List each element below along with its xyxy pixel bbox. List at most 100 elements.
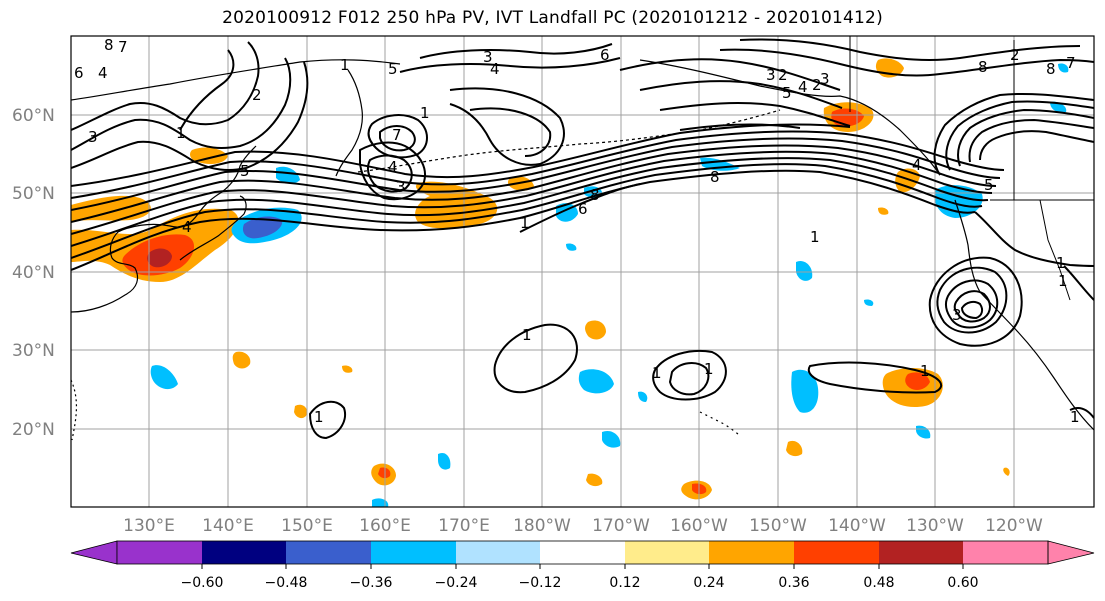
philippines-islands [71,379,77,441]
pv-contours [71,38,1094,440]
contour-label: 1 [810,228,820,246]
pv-contour [71,137,1001,211]
negative-anomaly [276,166,300,184]
colorbar-segment [625,541,709,564]
pv-contour [71,144,997,223]
contour-label: 1 [520,214,530,232]
japan-coast [179,195,247,261]
positive-anomaly [878,207,889,215]
contour-label: 8 [1046,60,1056,78]
pv-contour [71,163,983,259]
contour-label: 2 [812,76,822,94]
colorbar-segment [286,541,371,564]
contour-label: 5 [782,84,792,102]
pv-contour [668,362,710,396]
positive-anomaly [585,320,606,340]
contour-label: 2 [778,66,788,84]
colorbar-extend-low [70,540,118,565]
contour-label: 2 [252,86,262,104]
political-borders [849,36,1094,301]
colorbar-tick-label: 0.36 [778,575,809,591]
graticule [71,36,1094,507]
contour-label: 8 [104,36,114,54]
pv-contour [71,130,1005,199]
negative-anomaly [566,243,577,251]
contour-label: 6 [578,200,588,218]
negative-anomaly [1058,63,1069,73]
contour-label: 1 [704,360,714,378]
contour-label: 1 [522,326,532,344]
pv-contour [679,123,801,131]
contour-label: 5 [984,176,994,194]
positive-anomaly [147,248,172,268]
contour-label: 2 [1010,46,1020,64]
figure-title: 2020100912 F012 250 hPa PV, IVT Landfall… [222,8,883,28]
contour-label: 8 [978,58,988,76]
pv-contour [399,57,621,73]
contour-label: 4 [98,64,108,82]
negative-anomaly [578,369,614,394]
contour-label: 3 [952,306,962,324]
longitude-labels: 130°E 140°E 150°E 160°E 170°E 180°W 170°… [123,516,1043,536]
contour-label: 4 [388,158,398,176]
colorbar-segment [540,541,625,564]
pv-contour [469,107,552,157]
pv-contour [419,43,613,59]
lon-label: 160°E [359,516,411,536]
lat-label-60n: 60°N [12,106,55,126]
negative-anomaly [602,430,621,448]
lon-label: 140°E [202,516,254,536]
pv-contour [739,38,1081,61]
contour-label: 4 [490,60,500,78]
pv-contour [960,300,984,320]
colorbar-tick-label: 0.60 [947,575,978,591]
pv-contour [71,57,292,151]
contour-label: 1 [1058,272,1068,290]
contour-label: 1 [652,364,662,382]
colorbar-extend-high [1047,540,1095,565]
lon-label: 150°W [749,516,807,536]
map-border [70,35,1095,508]
pv-contour [928,256,1023,347]
negative-anomaly [242,216,283,239]
negative-anomaly [372,498,389,507]
contour-label: 1 [1070,408,1080,426]
pv-contour [1063,265,1094,301]
colorbar-tick-label: −0.24 [435,575,478,591]
contour-label: 6 [600,46,610,64]
contour-label: 3 [820,70,830,88]
pv-contour [71,123,851,187]
contour-label: 6 [74,64,84,82]
pv-contour [71,61,309,171]
pv-contour [493,323,578,394]
colorbar-tick-label: −0.36 [350,575,393,591]
hawaii-islands [699,411,741,437]
lat-label-40n: 40°N [12,263,55,283]
contour-label: 5 [388,60,398,78]
latitude-labels: 60°N 50°N 40°N 30°N 20°N [12,106,55,440]
lat-label-20n: 20°N [12,420,55,440]
positive-anomaly [586,473,603,487]
contour-label: 1 [340,56,350,74]
negative-anomaly [796,260,813,281]
pv-contour [945,100,1094,171]
colorbar-tick-label: 0.12 [609,575,640,591]
colorbar-tick-label: −0.12 [519,575,562,591]
lat-label-30n: 30°N [12,341,55,361]
contour-label: 3 [396,178,406,196]
contour-label: 5 [240,162,250,180]
contour-label: 4 [798,78,808,96]
lon-label: 170°W [592,516,650,536]
pv-contour [308,400,346,440]
colorbar-segment [963,541,1048,564]
contour-label: 7 [392,126,402,144]
pv-contour [71,157,989,247]
pv-contour [974,211,1094,267]
lon-label: 150°E [281,516,333,536]
contour-label: 3 [88,128,98,146]
asia-coast [71,145,257,313]
lat-label-50n: 50°N [12,184,55,204]
contour-label: 1 [176,124,186,142]
pv-contour [652,349,727,401]
